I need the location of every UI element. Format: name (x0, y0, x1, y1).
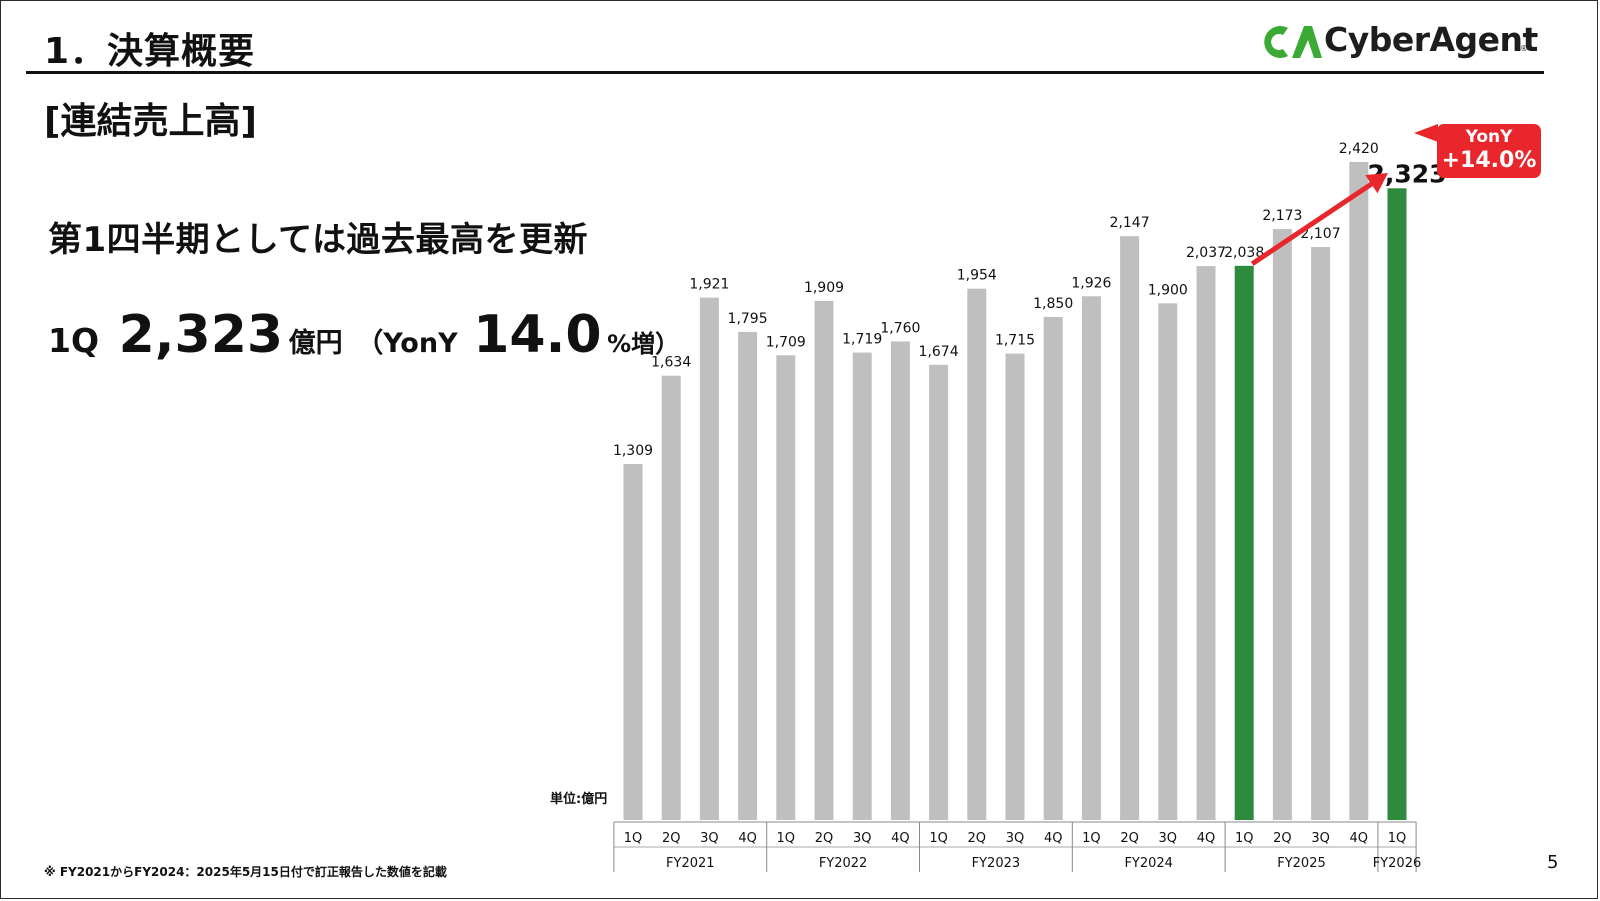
kpi-quarter: 1Q (48, 321, 100, 360)
quarter-tick-label: 4Q (738, 831, 757, 846)
yony-arrow-head (1365, 172, 1388, 194)
fiscal-year-label: FY2023 (972, 856, 1021, 871)
yony-callout: YonY +14.0% (1437, 124, 1541, 178)
bar (776, 355, 796, 820)
quarter-tick-label: 3Q (1311, 831, 1330, 846)
quarter-tick-label: 1Q (624, 831, 643, 846)
bar-value-label: 1,715 (995, 333, 1035, 349)
yony-callout-value: +14.0% (1441, 148, 1537, 173)
quarter-tick-label: 1Q (1388, 831, 1407, 846)
bar-value-label: 1,900 (1148, 282, 1188, 298)
bar (1043, 316, 1063, 820)
kpi-summary: 1Q 2,323 億円 （YonY 14.0 %増） (48, 305, 679, 365)
ca-logo-icon (1264, 26, 1322, 59)
bar (1349, 161, 1369, 820)
bar-value-label: 1,909 (804, 280, 844, 296)
bar-value-label: 1,760 (880, 320, 920, 336)
quarter-tick-label: 2Q (662, 831, 681, 846)
kpi-growth-suffix: %増） (607, 330, 680, 358)
bar (1081, 296, 1101, 821)
yony-callout-label: YonY (1465, 127, 1513, 147)
bar-value-label: 1,954 (957, 268, 997, 284)
bar-value-label: 2,107 (1301, 226, 1341, 242)
fiscal-year-label: FY2022 (819, 856, 868, 871)
bar (1005, 353, 1025, 820)
logo-wordmark: CyberAgent (1324, 20, 1538, 59)
yony-arrow (1250, 174, 1385, 266)
fiscal-year-label: FY2025 (1277, 856, 1326, 871)
kpi-growth: 14.0 (473, 305, 602, 365)
bar-value-label: 2,038 (1224, 245, 1264, 261)
bar-value-label: 2,037 (1186, 245, 1226, 261)
kpi-value: 2,323 (118, 305, 284, 365)
fiscal-year-label: FY2021 (666, 856, 715, 871)
bar (852, 352, 872, 820)
quarter-tick-label: 2Q (1273, 831, 1292, 846)
bar (1387, 188, 1407, 820)
slide-title: 1．決算概要 (44, 31, 256, 72)
quarter-tick-label: 2Q (968, 831, 987, 846)
bar (661, 375, 681, 820)
quarter-tick-label: 3Q (1006, 831, 1025, 846)
bar (623, 464, 643, 820)
bar (1120, 236, 1140, 820)
quarter-tick-label: 4Q (1197, 831, 1216, 846)
bar-value-label: 1,795 (728, 311, 768, 327)
headline: 第1四半期としては過去最高を更新 (48, 220, 588, 260)
bar (967, 288, 987, 820)
bar (814, 300, 834, 821)
title-divider (26, 71, 1544, 74)
bar (1196, 266, 1216, 821)
quarter-tick-label: 1Q (1235, 831, 1254, 846)
fiscal-year-label: FY2026 (1373, 856, 1422, 871)
bar (699, 297, 719, 821)
bar (1234, 265, 1254, 820)
registered-mark: ® (1520, 44, 1528, 53)
page-number: 5 (1547, 852, 1559, 873)
quarter-tick-label: 1Q (777, 831, 796, 846)
bar (1272, 229, 1292, 821)
bar-value-label: 1,921 (689, 277, 729, 293)
kpi-unit: 億円 (288, 328, 343, 359)
quarter-tick-label: 3Q (853, 831, 872, 846)
cyberagent-logo: CyberAgent ® (1262, 18, 1542, 66)
section-heading: [連結売上高] (44, 101, 257, 142)
bar-value-label: 1,926 (1071, 275, 1111, 291)
bar (1311, 247, 1331, 820)
bar (738, 331, 758, 820)
bar (1158, 303, 1178, 820)
bar (890, 341, 910, 820)
quarter-tick-label: 4Q (891, 831, 910, 846)
bar-value-label: 2,147 (1110, 215, 1150, 231)
quarter-tick-label: 3Q (700, 831, 719, 846)
bar-value-label: 1,634 (651, 355, 691, 371)
quarter-tick-label: 4Q (1044, 831, 1063, 846)
footnote: ※ FY2021からFY2024：2025年5月15日付で訂正報告した数値を記載 (44, 865, 447, 879)
yony-callout-tail (1414, 124, 1438, 142)
kpi-yony-label: （YonY (356, 328, 458, 359)
bar-value-label: 1,309 (613, 443, 653, 459)
bar (929, 364, 949, 820)
quarter-tick-label: 3Q (1159, 831, 1178, 846)
bar-value-label: 2,173 (1262, 208, 1302, 224)
fiscal-year-label: FY2024 (1124, 856, 1173, 871)
quarter-tick-label: 1Q (929, 831, 948, 846)
bar-value-label: 1,850 (1033, 296, 1073, 312)
quarter-tick-label: 2Q (815, 831, 834, 846)
quarter-tick-label: 1Q (1082, 831, 1101, 846)
bar-value-label: 1,709 (766, 334, 806, 350)
unit-label: 単位:億円 (550, 792, 608, 807)
bar-value-label: 1,719 (842, 332, 882, 348)
quarter-tick-label: 2Q (1120, 831, 1139, 846)
bar-value-label: 2,420 (1339, 141, 1379, 157)
bar-value-label: 1,674 (919, 344, 959, 360)
quarter-tick-label: 4Q (1350, 831, 1369, 846)
